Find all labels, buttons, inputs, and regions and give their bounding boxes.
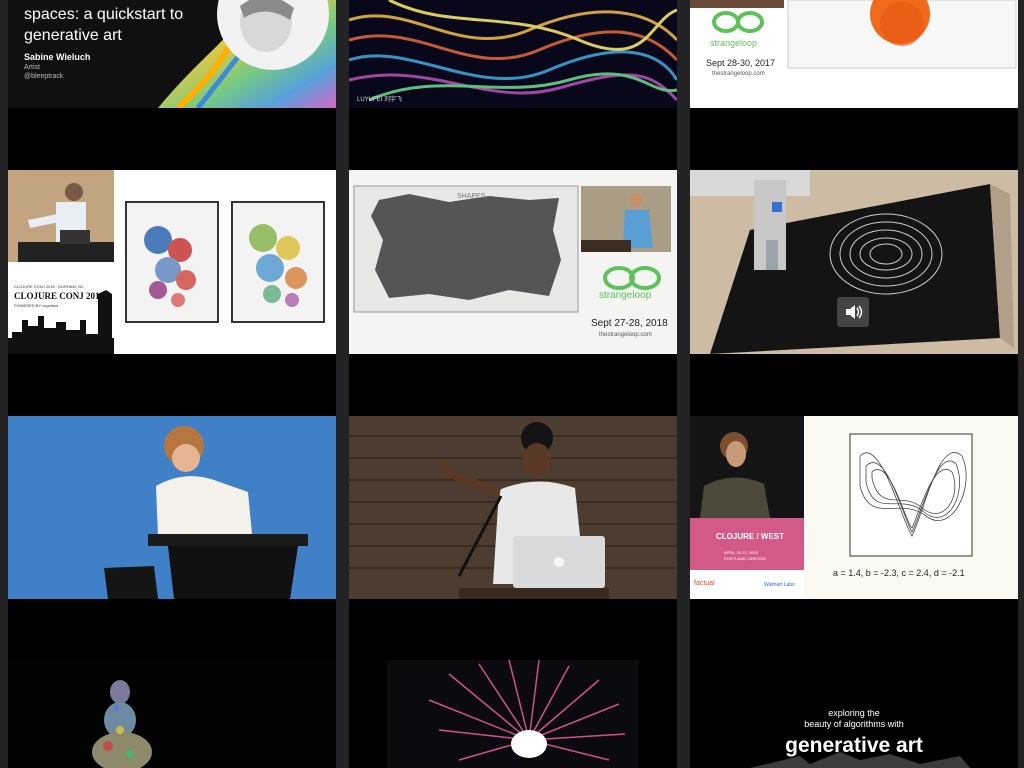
grid-column-1: spaces: a quickstart to generative art S… (8, 0, 336, 768)
speaker-name: Sabine Wieluch (24, 52, 91, 62)
speaker-icon (846, 305, 863, 319)
speaker-role: Artist (24, 64, 40, 71)
thumbnail-artwork (690, 170, 1018, 354)
grid-column-3: strangeloop Sept 28-30, 2017 thestrangel… (690, 0, 1018, 768)
video-thumbnail-particle-figure[interactable] (8, 660, 336, 768)
audio-toggle-button[interactable] (837, 297, 869, 327)
thumbnail-artwork (690, 416, 1018, 599)
grid-column-2: LUYUFEI 刘宇飞 SHAPES strangeloop Sept 27-2… (349, 0, 677, 768)
video-thumbnail-generative-art[interactable]: exploring the beauty of algorithms with … (690, 660, 1018, 768)
event-dates: Sept 28-30, 2017 (706, 58, 776, 68)
event-site: thestrangeloop.com (599, 332, 652, 338)
talk-title: spaces: a quickstart to generative art (24, 6, 184, 44)
thumbnail-artwork (8, 170, 325, 354)
video-thumbnail-speaker-with-laptop[interactable] (349, 416, 677, 599)
sponsor-walmart-labs: Walmart Labs (764, 582, 795, 588)
video-thumbnail-shapes-strangeloop-2018[interactable]: SHAPES strangeloop Sept 27-28, 2018 thes… (349, 170, 677, 354)
video-thumbnail-radial-lines[interactable] (349, 660, 677, 768)
artist-badge: LUYUFEI 刘宇飞 (357, 97, 403, 103)
speaker-handle: @bleeptrack (24, 73, 64, 80)
attractor-equation: a = 1.4, b = -2.3, c = 2.4, d = -2.1 (833, 568, 965, 578)
video-thumbnail-flow-field[interactable]: LUYUFEI 刘宇飞 (349, 0, 677, 108)
thumbnail-artwork (8, 660, 336, 768)
conference-dates: APRIL 20-22, 2015 (724, 550, 758, 555)
event-site: thestrangeloop.com (712, 71, 765, 77)
conference-name: CLOJURE CONJ 2018 (14, 291, 105, 301)
thumbnail-artwork (690, 660, 1018, 768)
thumbnail-artwork (690, 0, 1018, 108)
thumbnail-artwork (349, 416, 677, 599)
conference-byline: CLOJURE CONJ 2018 · DURHAM, NC (14, 284, 84, 289)
video-thumbnail-clojure-conj-2018[interactable]: CLOJURE CONJ 2018 · DURHAM, NC CLOJURE C… (8, 170, 336, 354)
subtitle-line-1: exploring the (828, 708, 880, 718)
sponsor-factual: factual (694, 580, 715, 587)
video-thumbnail-spaces-quickstart[interactable]: spaces: a quickstart to generative art S… (8, 0, 336, 108)
video-thumbnail-speaker-at-podium[interactable] (8, 416, 336, 599)
subtitle-line-2: beauty of algorithms with (804, 719, 904, 729)
title-generative-art: generative art (785, 734, 923, 757)
video-thumbnail-clojure-west-attractor[interactable]: CLOJURE / WEST APRIL 20-22, 2015 PORTLAN… (690, 416, 1018, 599)
video-thumbnail-strangeloop-2017[interactable]: strangeloop Sept 28-30, 2017 thestrangel… (690, 0, 1018, 108)
strangeloop-logo: strangeloop (599, 290, 652, 301)
thumbnail-artwork (349, 0, 677, 108)
thumbnail-artwork (8, 416, 336, 599)
conference-sponsor: POWERED BY cognitect (14, 303, 59, 308)
event-dates: Sept 27-28, 2018 (591, 318, 668, 329)
thumbnail-artwork (349, 170, 677, 354)
conference-name: CLOJURE / WEST (716, 532, 785, 541)
slide-title: SHAPES (457, 193, 486, 200)
thumbnail-artwork (349, 660, 677, 768)
strangeloop-logo: strangeloop (710, 38, 758, 48)
thumbnail-artwork (8, 0, 336, 108)
video-thumbnail-pen-plotter[interactable] (690, 170, 1018, 354)
conference-place: PORTLAND, OREGON (724, 556, 766, 561)
